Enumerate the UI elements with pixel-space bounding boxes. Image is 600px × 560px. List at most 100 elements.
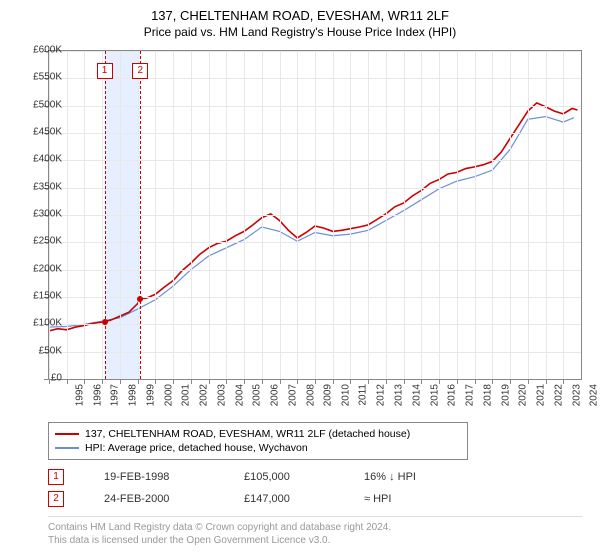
- x-axis-label: 2017: [464, 384, 475, 406]
- gridline-vertical: [102, 51, 103, 379]
- gridline-vertical: [226, 51, 227, 379]
- chart-plot-area: 12: [48, 50, 582, 380]
- legend-item: HPI: Average price, detached house, Wych…: [55, 441, 461, 455]
- x-axis-label: 1996: [92, 384, 103, 406]
- gridline-vertical: [439, 51, 440, 379]
- gridline-vertical: [120, 51, 121, 379]
- gridline-vertical: [492, 51, 493, 379]
- event-price: £105,000: [244, 471, 324, 483]
- x-axis-label: 2008: [305, 384, 316, 406]
- x-axis-label: 2011: [357, 384, 368, 406]
- event-date: 24-FEB-2000: [104, 493, 204, 505]
- gridline-vertical: [209, 51, 210, 379]
- event-number: 1: [48, 469, 64, 485]
- x-axis-label: 2004: [234, 384, 245, 406]
- x-axis-label: 2007: [287, 384, 298, 406]
- y-axis-label: £500K: [12, 99, 62, 110]
- x-axis-label: 2000: [163, 384, 174, 406]
- event-marker: [137, 296, 143, 302]
- x-axis-label: 1999: [145, 384, 156, 406]
- gridline-vertical: [350, 51, 351, 379]
- gridline-vertical: [262, 51, 263, 379]
- y-axis-label: £100K: [12, 318, 62, 329]
- gridline-vertical: [404, 51, 405, 379]
- gridline-vertical: [280, 51, 281, 379]
- series-hpi: [49, 117, 574, 327]
- gridline-vertical: [244, 51, 245, 379]
- legend-label: 137, CHELTENHAM ROAD, EVESHAM, WR11 2LF …: [85, 428, 410, 440]
- x-axis-label: 2021: [535, 384, 546, 406]
- x-axis-label: 1997: [110, 384, 121, 406]
- legend-item: 137, CHELTENHAM ROAD, EVESHAM, WR11 2LF …: [55, 427, 461, 441]
- gridline-vertical: [421, 51, 422, 379]
- y-axis-label: £300K: [12, 209, 62, 220]
- footer-line1: Contains HM Land Registry data © Crown c…: [48, 521, 582, 534]
- y-axis-label: £150K: [12, 291, 62, 302]
- x-axis-label: 2018: [482, 384, 493, 406]
- gridline-vertical: [138, 51, 139, 379]
- gridline-vertical: [386, 51, 387, 379]
- gridline-vertical: [457, 51, 458, 379]
- x-axis-label: 2010: [340, 384, 351, 406]
- y-axis-label: £200K: [12, 263, 62, 274]
- gridline-vertical: [67, 51, 68, 379]
- legend-swatch: [55, 447, 79, 449]
- x-axis-label: 1995: [74, 384, 85, 406]
- legend-label: HPI: Average price, detached house, Wych…: [85, 442, 308, 454]
- events-table: 1 19-FEB-1998 £105,000 16% ↓ HPI 2 24-FEB-200…: [48, 466, 416, 510]
- x-axis-label: 2001: [181, 384, 192, 406]
- x-axis-label: 2012: [376, 384, 387, 406]
- x-axis-label: 2002: [198, 384, 209, 406]
- event-line: [105, 51, 106, 379]
- legend-swatch: [55, 433, 79, 435]
- gridline-vertical: [333, 51, 334, 379]
- gridline-vertical: [315, 51, 316, 379]
- x-axis-label: 2006: [269, 384, 280, 406]
- x-axis-label: 2014: [411, 384, 422, 406]
- gridline-vertical: [191, 51, 192, 379]
- x-axis-label: 2023: [571, 384, 582, 406]
- gridline-vertical: [84, 51, 85, 379]
- y-axis-label: £600K: [12, 45, 62, 56]
- gridline-vertical: [173, 51, 174, 379]
- x-axis-label: 2009: [323, 384, 334, 406]
- y-axis-label: £0: [12, 373, 62, 384]
- event-date: 19-FEB-1998: [104, 471, 204, 483]
- gridline-vertical: [546, 51, 547, 379]
- y-axis-label: £50K: [12, 345, 62, 356]
- event-relation: 16% ↓ HPI: [364, 471, 416, 483]
- gridline-vertical: [155, 51, 156, 379]
- event-line: [140, 51, 141, 379]
- event-number: 2: [48, 491, 64, 507]
- gridline-vertical: [510, 51, 511, 379]
- footer-line2: This data is licensed under the Open Gov…: [48, 534, 582, 547]
- y-axis-label: £450K: [12, 127, 62, 138]
- x-axis-label: 2003: [216, 384, 227, 406]
- x-axis-label: 2020: [518, 384, 529, 406]
- event-number-box: 1: [97, 63, 113, 79]
- y-axis-label: £550K: [12, 72, 62, 83]
- chart-legend: 137, CHELTENHAM ROAD, EVESHAM, WR11 2LF …: [48, 422, 468, 460]
- x-axis-label: 2005: [252, 384, 263, 406]
- gridline-vertical: [297, 51, 298, 379]
- gridline-vertical: [368, 51, 369, 379]
- event-row: 1 19-FEB-1998 £105,000 16% ↓ HPI: [48, 466, 416, 488]
- x-axis-label: 2016: [447, 384, 458, 406]
- x-axis-label: 2022: [553, 384, 564, 406]
- gridline-vertical: [563, 51, 564, 379]
- event-marker: [102, 319, 108, 325]
- x-axis-label: 1998: [127, 384, 138, 406]
- y-axis-label: £400K: [12, 154, 62, 165]
- event-price: £147,000: [244, 493, 324, 505]
- x-axis-label: 2013: [393, 384, 404, 406]
- chart-title: 137, CHELTENHAM ROAD, EVESHAM, WR11 2LF: [0, 0, 600, 23]
- chart-subtitle: Price paid vs. HM Land Registry's House …: [0, 23, 600, 39]
- gridline-vertical: [528, 51, 529, 379]
- x-axis-label: 2019: [500, 384, 511, 406]
- footer-attribution: Contains HM Land Registry data © Crown c…: [48, 516, 582, 547]
- x-axis-label: 2024: [589, 384, 600, 406]
- event-row: 224-FEB-2000£147,000≈ HPI: [48, 488, 416, 510]
- x-axis-label: 2015: [429, 384, 440, 406]
- gridline-vertical: [475, 51, 476, 379]
- y-axis-label: £250K: [12, 236, 62, 247]
